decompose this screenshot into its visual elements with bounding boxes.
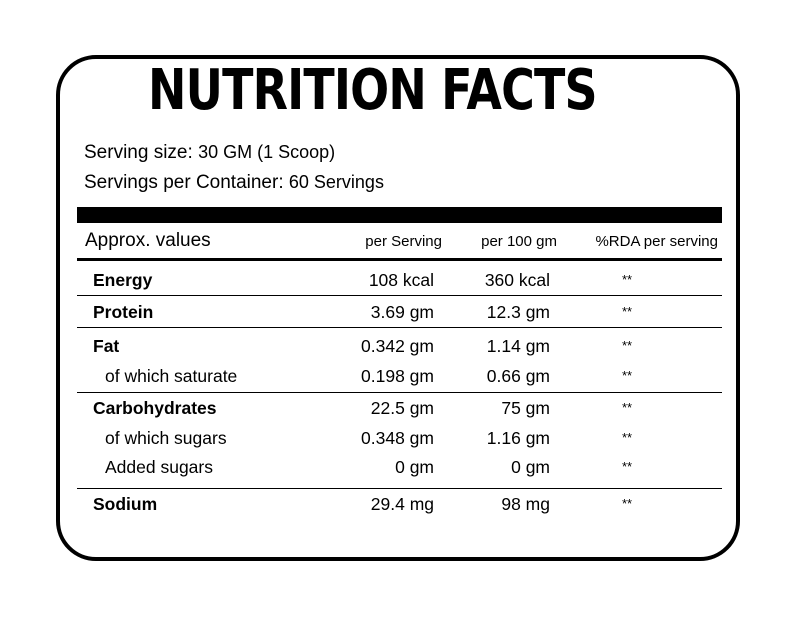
value-per-serving: 3.69 gm [370, 302, 434, 322]
nutrient-row-sodium: Sodium 29.4 mg 98 mg ** [0, 492, 800, 516]
nutrient-name: Energy [93, 270, 153, 290]
nutrient-row-protein: Protein 3.69 gm 12.3 gm ** [0, 300, 800, 324]
serving-size-label: Serving size: [84, 142, 193, 163]
value-rda: ** [622, 430, 633, 445]
value-rda: ** [622, 400, 633, 415]
nutrient-row-sugars: of which sugars 0.348 gm 1.16 gm ** [0, 426, 800, 450]
value-per-100g: 360 kcal [484, 270, 550, 290]
value-per-100g: 1.14 gm [486, 336, 550, 356]
value-per-100g: 1.16 gm [486, 428, 550, 448]
value-per-serving: 29.4 mg [370, 494, 434, 514]
value-per-100g: 12.3 gm [486, 302, 550, 322]
value-rda: ** [622, 272, 633, 287]
nutrient-row-energy: Energy 108 kcal 360 kcal ** [0, 268, 800, 292]
value-rda: ** [622, 304, 633, 319]
value-per-serving: 0.342 gm [361, 336, 434, 356]
value-per-serving: 22.5 gm [370, 398, 434, 418]
nutrient-name: Carbohydrates [93, 398, 217, 418]
value-per-100g: 0.66 gm [486, 366, 550, 386]
nutrient-name: Fat [93, 336, 120, 356]
nutrient-name: of which saturate [105, 366, 238, 386]
nutrient-name: Added sugars [105, 457, 213, 477]
value-rda: ** [622, 496, 633, 511]
column-header-rda: %RDA per serving [595, 233, 718, 250]
value-per-100g: 0 gm [511, 457, 550, 477]
serving-size-line: Serving size: 30 GM (1 Scoop) [84, 142, 335, 164]
servings-per-container-label: Servings per Container: [84, 172, 284, 193]
value-rda: ** [622, 368, 633, 383]
row-divider [77, 327, 722, 328]
header-divider-bar [77, 207, 722, 223]
nutrient-row-fat: Fat 0.342 gm 1.14 gm ** [0, 334, 800, 358]
value-per-serving: 0.198 gm [361, 366, 434, 386]
value-per-100g: 75 gm [501, 398, 550, 418]
column-header-name: Approx. values [85, 230, 211, 251]
value-rda: ** [622, 459, 633, 474]
row-divider [77, 488, 722, 489]
nutrient-row-carbohydrates: Carbohydrates 22.5 gm 75 gm ** [0, 396, 800, 420]
column-header-rule [77, 258, 722, 261]
value-rda: ** [622, 338, 633, 353]
nutrient-row-added-sugars: Added sugars 0 gm 0 gm ** [0, 455, 800, 479]
serving-size-value: 30 GM (1 Scoop) [198, 142, 336, 162]
nutrient-row-saturate: of which saturate 0.198 gm 0.66 gm ** [0, 364, 800, 388]
nutrition-label-card [56, 55, 740, 561]
row-divider [77, 295, 722, 296]
column-header-per-serving: per Serving [365, 233, 442, 250]
value-per-100g: 98 mg [501, 494, 550, 514]
value-per-serving: 108 kcal [368, 270, 434, 290]
nutrient-name: of which sugars [105, 428, 227, 448]
column-header-per-100g: per 100 gm [481, 233, 557, 250]
nutrient-name: Sodium [93, 494, 158, 514]
value-per-serving: 0.348 gm [361, 428, 434, 448]
servings-per-container-line: Servings per Container: 60 Servings [84, 172, 384, 194]
servings-per-container-value: 60 Servings [288, 172, 384, 192]
value-per-serving: 0 gm [395, 457, 434, 477]
row-divider [77, 392, 722, 393]
nutrient-name: Protein [93, 302, 154, 322]
label-title: NUTRITION FACTS [148, 58, 598, 123]
